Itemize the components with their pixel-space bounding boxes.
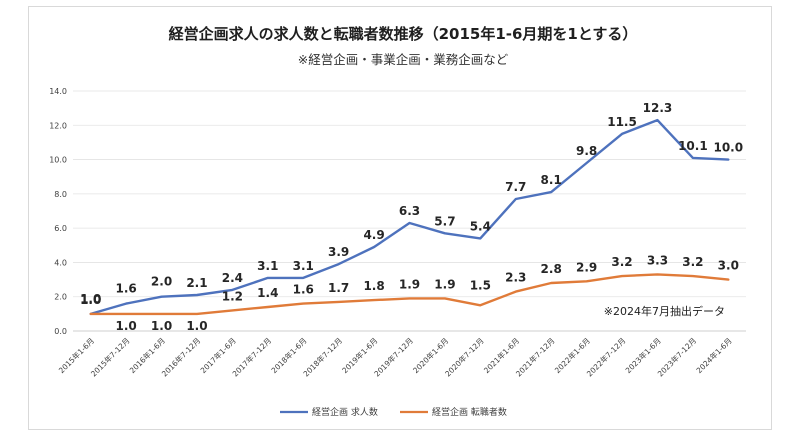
data-label-job-openings: 5.4 (470, 219, 491, 233)
data-label-job-changers: 1.8 (363, 279, 384, 293)
y-tick-label: 6.0 (54, 224, 67, 233)
chart-subtitle: ※経営企画・事業企画・業務企画など (298, 52, 509, 67)
data-note: ※2024年7月抽出データ (604, 304, 725, 318)
data-label-job-openings: 7.7 (505, 180, 526, 194)
data-label-job-openings: 3.1 (257, 259, 278, 273)
y-tick-label: 10.0 (49, 156, 67, 165)
data-label-job-openings: 2.1 (186, 276, 207, 290)
data-label-job-openings: 4.9 (363, 228, 384, 242)
data-label-job-changers: 3.0 (718, 259, 739, 273)
y-tick-label: 0.0 (54, 327, 67, 336)
y-tick-label: 14.0 (49, 87, 67, 96)
data-label-job-openings: 3.1 (293, 259, 314, 273)
y-axis: 0.0 2.0 4.0 6.0 8.0 10.0 12.0 14.0 (49, 87, 67, 336)
data-label-job-changers: 2.8 (541, 262, 562, 276)
legend: 経営企画 求人数 経営企画 転職者数 (280, 406, 507, 418)
legend-label-job-openings: 経営企画 求人数 (312, 406, 378, 418)
chart-title: 経営企画求人の求人数と転職者数推移（2015年1-6月期を1とする） (169, 25, 638, 43)
series-lines (89, 118, 730, 316)
data-labels: 1.0 1.6 2.0 2.1 2.4 3.1 3.1 3.9 4.9 6.3 5.7 5.4 7.7 8… (80, 101, 743, 333)
data-label-job-changers: 3.2 (682, 255, 703, 269)
data-label-job-changers: 1.0 (186, 319, 207, 333)
x-tick-label: 2020年1-6月 (410, 335, 450, 375)
data-label-job-changers: 1.7 (328, 281, 349, 295)
data-label-job-openings: 6.3 (399, 204, 420, 218)
data-label-job-changers: 1.2 (222, 289, 243, 303)
x-tick-label: 2018年1-6月 (269, 335, 309, 375)
y-tick-label: 4.0 (54, 258, 67, 267)
data-label-job-openings: 10.1 (678, 139, 708, 153)
data-label-job-changers: 1.0 (151, 319, 172, 333)
x-tick-label: 2019年1-6月 (340, 335, 380, 375)
x-tick-label: 2017年1-6月 (198, 335, 238, 375)
x-tick-label: 2022年1-6月 (552, 335, 592, 375)
data-label-job-openings: 12.3 (643, 101, 673, 115)
data-label-job-openings: 5.7 (434, 214, 455, 228)
y-tick-label: 12.0 (49, 121, 67, 130)
y-tick-label: 8.0 (54, 190, 67, 199)
data-label-job-changers: 1.0 (80, 293, 101, 307)
y-tick-label: 2.0 (54, 293, 67, 302)
data-label-job-openings: 1.6 (115, 282, 136, 296)
data-label-job-changers: 1.9 (434, 277, 455, 291)
x-axis: 2015年1-6月2015年7-12月2016年1-6月2016年7-12月20… (56, 335, 733, 378)
data-label-job-openings: 9.8 (576, 144, 597, 158)
data-label-job-changers: 1.6 (293, 283, 314, 297)
data-label-job-changers: 1.5 (470, 278, 491, 292)
data-label-job-changers: 2.3 (505, 271, 526, 285)
data-label-job-openings: 1.0 (80, 292, 101, 306)
data-label-job-changers: 2.9 (576, 260, 597, 274)
data-label-job-openings: 2.0 (151, 275, 172, 289)
series-line-job-openings (89, 118, 730, 316)
line-chart: 経営企画求人の求人数と転職者数推移（2015年1-6月期を1とする） ※経営企画… (49, 25, 746, 418)
series-line-job-changers (89, 273, 730, 316)
data-label-job-changers: 3.2 (611, 255, 632, 269)
data-label-job-changers: 1.4 (257, 286, 278, 300)
legend-label-job-changers: 経営企画 転職者数 (432, 406, 507, 418)
data-label-job-openings: 11.5 (607, 115, 637, 129)
data-label-job-changers: 3.3 (647, 253, 668, 267)
x-tick-label: 2021年1-6月 (481, 335, 521, 375)
data-label-job-openings: 2.4 (222, 271, 243, 285)
chart-frame: 経営企画求人の求人数と転職者数推移（2015年1-6月期を1とする） ※経営企画… (28, 6, 772, 430)
data-label-job-openings: 8.1 (541, 173, 562, 187)
data-label-job-openings: 10.0 (713, 141, 743, 155)
x-tick-label: 2016年1-6月 (127, 335, 167, 375)
x-tick-label: 2015年1-6月 (56, 335, 96, 375)
x-tick-label: 2023年1-6月 (623, 335, 663, 375)
data-label-job-openings: 3.9 (328, 245, 349, 259)
data-label-job-changers: 1.0 (115, 319, 136, 333)
x-tick-label: 2024年1-6月 (694, 335, 734, 375)
data-label-job-changers: 1.9 (399, 277, 420, 291)
